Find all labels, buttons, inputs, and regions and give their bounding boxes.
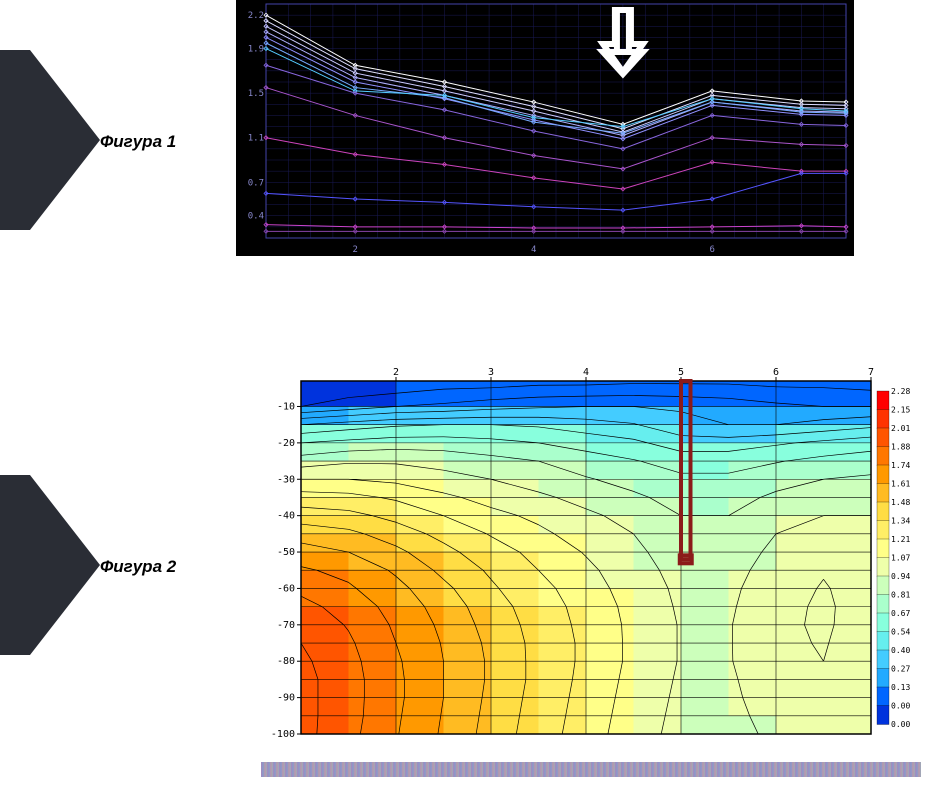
- svg-text:-90: -90: [277, 693, 295, 704]
- svg-text:0.7: 0.7: [248, 178, 264, 188]
- svg-text:1.61: 1.61: [891, 480, 910, 489]
- svg-text:-70: -70: [277, 620, 295, 631]
- svg-text:6: 6: [709, 245, 714, 255]
- svg-text:0.00: 0.00: [891, 702, 910, 711]
- svg-text:0.54: 0.54: [891, 628, 910, 637]
- svg-text:0.94: 0.94: [891, 572, 910, 581]
- svg-text:-50: -50: [277, 547, 295, 558]
- svg-text:-80: -80: [277, 656, 295, 667]
- figure1-label: Фигура 1: [100, 132, 176, 152]
- figure2-label: Фигура 2: [100, 557, 176, 577]
- svg-text:1.88: 1.88: [891, 443, 910, 452]
- svg-text:2.2: 2.2: [248, 11, 264, 21]
- svg-text:1.07: 1.07: [891, 554, 910, 563]
- svg-text:-40: -40: [277, 511, 295, 522]
- svg-text:6: 6: [773, 367, 779, 378]
- chevron-marker-2: [0, 475, 100, 655]
- svg-text:-60: -60: [277, 583, 295, 594]
- svg-text:2: 2: [353, 245, 358, 255]
- svg-text:4: 4: [531, 245, 536, 255]
- svg-text:0.40: 0.40: [891, 646, 910, 655]
- svg-text:0.13: 0.13: [891, 683, 910, 692]
- svg-text:1.9: 1.9: [248, 45, 264, 55]
- noise-strip: [261, 762, 921, 777]
- svg-text:0.67: 0.67: [891, 609, 910, 618]
- svg-text:1.48: 1.48: [891, 498, 910, 507]
- svg-text:1.1: 1.1: [248, 134, 264, 144]
- svg-text:1.5: 1.5: [248, 89, 264, 99]
- svg-text:2.15: 2.15: [891, 406, 910, 415]
- svg-text:0.81: 0.81: [891, 591, 910, 600]
- svg-text:5: 5: [678, 367, 684, 378]
- svg-text:-30: -30: [277, 474, 295, 485]
- svg-text:0.4: 0.4: [248, 212, 264, 222]
- svg-text:1.34: 1.34: [891, 517, 910, 526]
- svg-text:2.01: 2.01: [891, 424, 910, 433]
- svg-text:2: 2: [393, 367, 399, 378]
- svg-text:7: 7: [868, 367, 874, 378]
- line-chart: 2 4 6 0.4 0.7 1.1 1.5 1.9 2.2: [236, 0, 854, 256]
- svg-text:4: 4: [583, 367, 589, 378]
- svg-text:2.28: 2.28: [891, 387, 910, 396]
- svg-text:-10: -10: [277, 401, 295, 412]
- svg-text:0.27: 0.27: [891, 665, 910, 674]
- heatmap-svg: 2 3 4 5 6 7 -10 -20 -30 -40 -50 -60 -70 -80 -90 -100 2.2…: [261, 363, 921, 738]
- chevron-marker-1: [0, 50, 100, 230]
- svg-text:1.21: 1.21: [891, 535, 910, 544]
- svg-text:-100: -100: [271, 729, 295, 738]
- line-chart-svg: 2 4 6 0.4 0.7 1.1 1.5 1.9 2.2: [236, 0, 854, 256]
- heatmap-chart: 2 3 4 5 6 7 -10 -20 -30 -40 -50 -60 -70 -80 -90 -100 2.2…: [261, 363, 921, 738]
- svg-text:1.74: 1.74: [891, 461, 910, 470]
- svg-text:0.00: 0.00: [891, 720, 910, 729]
- svg-text:3: 3: [488, 367, 494, 378]
- svg-text:-20: -20: [277, 438, 295, 449]
